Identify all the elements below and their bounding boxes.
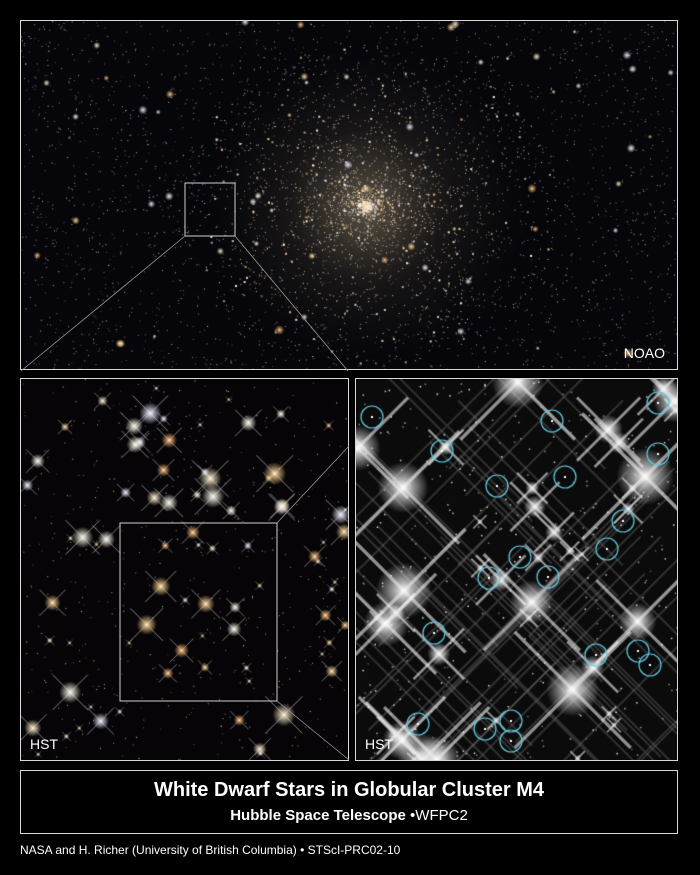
caption-instrument: WFPC2: [415, 807, 468, 824]
hst-color-starfield: [21, 379, 348, 760]
caption-box: White Dwarf Stars in Globular Cluster M4…: [20, 770, 678, 834]
cluster-wide-image: NOAO: [20, 20, 678, 370]
hst-credit-left: HST: [30, 736, 58, 752]
credit-footer: NASA and H. Richer (University of Britis…: [20, 843, 401, 857]
caption-subtitle: Hubble Space Telescope •WFPC2: [21, 807, 677, 824]
cluster-starfield: [21, 21, 677, 369]
caption-title: White Dwarf Stars in Globular Cluster M4: [153, 779, 545, 801]
noao-credit: NOAO: [623, 345, 665, 361]
hst-credit-right: HST: [365, 736, 393, 752]
caption-telescope: Hubble Space Telescope: [230, 807, 406, 824]
caption-bullet: •: [410, 807, 416, 824]
hst-white-dwarf-field: [356, 379, 677, 760]
hst-color-image: HST: [20, 378, 349, 761]
hst-negative-image: HST: [355, 378, 678, 761]
